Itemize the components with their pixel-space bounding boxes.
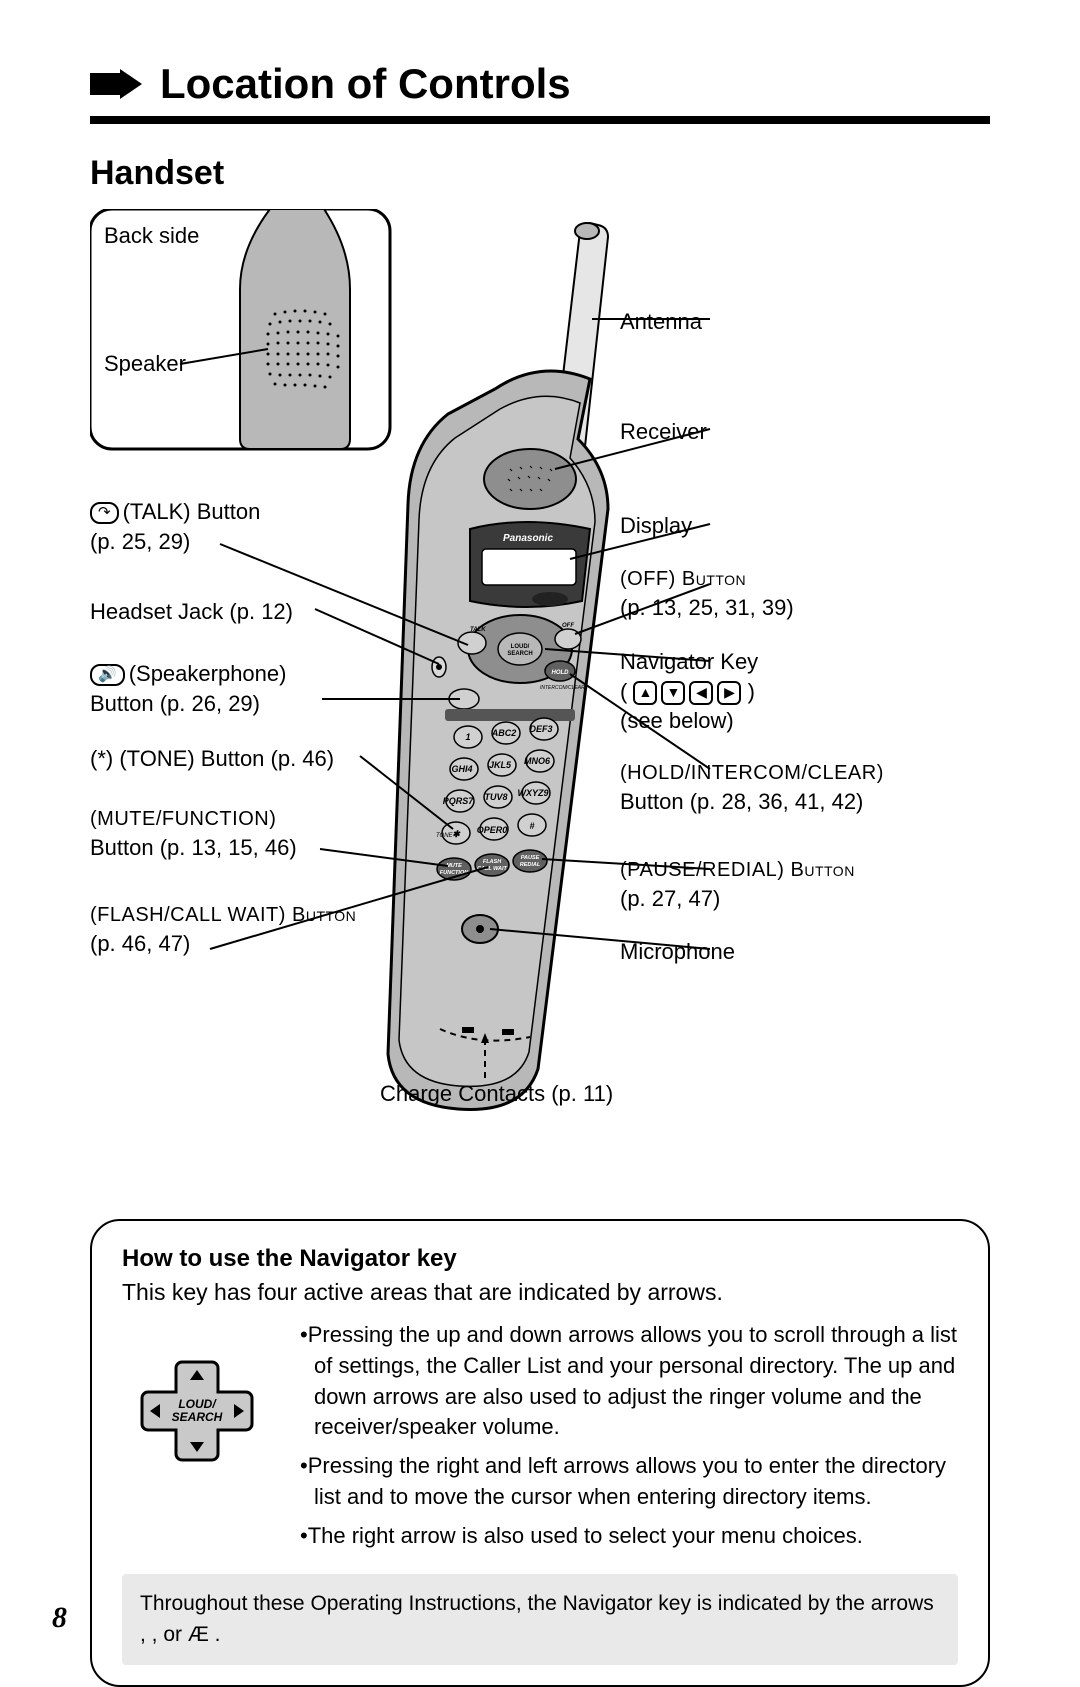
svg-text:ABC2: ABC2 (491, 728, 517, 738)
svg-text:SEARCH: SEARCH (172, 1410, 223, 1424)
nav-box-intro: This key has four active areas that are … (122, 1279, 958, 1306)
speakerphone-icon: 🔊 (90, 664, 125, 686)
label-display: Display (620, 511, 692, 541)
label-speakerphone: 🔊(Speakerphone) Button (p. 26, 29) (90, 659, 286, 718)
label-mute-l2: Button (p. 13, 15, 46) (90, 835, 297, 860)
page-title: Location of Controls (160, 60, 571, 108)
label-antenna: Antenna (620, 307, 702, 337)
talk-icon: ↷ (90, 502, 119, 524)
svg-text:OFF: OFF (562, 623, 574, 629)
svg-text:PAUSE: PAUSE (521, 855, 540, 861)
svg-text:OPER0: OPER0 (477, 825, 508, 835)
svg-text:LOUD/: LOUD/ (178, 1397, 217, 1411)
label-nav-l3: (see below) (620, 708, 734, 733)
label-talk-button: ↷(TALK) Button (p. 25, 29) (90, 497, 260, 556)
nav-bullet-1: •Pressing the up and down arrows allows … (300, 1320, 958, 1443)
title-rule (90, 116, 990, 124)
svg-text:INTERCOM/CLEAR: INTERCOM/CLEAR (540, 685, 585, 691)
navigator-key-box: How to use the Navigator key This key ha… (90, 1219, 990, 1687)
label-flash-l2: (p. 46, 47) (90, 931, 190, 956)
label-talk-l2: (p. 25, 29) (90, 529, 190, 554)
page-number: 8 (52, 1601, 67, 1635)
svg-text:WXYZ9: WXYZ9 (517, 788, 548, 798)
label-nav-open: ( (620, 679, 627, 704)
label-mute-func: (MUTE/FUNCTION) Button (p. 13, 15, 46) (90, 803, 297, 863)
label-off-l1: (OFF) Button (620, 568, 746, 590)
svg-text:MNO6: MNO6 (524, 756, 551, 766)
label-sp-l1: (Speakerphone) (129, 661, 287, 686)
title-row: Location of Controls (90, 60, 990, 108)
svg-text:GHI4: GHI4 (451, 764, 472, 774)
svg-text:MUTE: MUTE (446, 863, 462, 869)
nav-note: Throughout these Operating Instructions,… (122, 1574, 958, 1665)
label-off-button: (OFF) Button (p. 13, 25, 31, 39) (620, 563, 794, 623)
svg-text:TALK: TALK (470, 627, 486, 633)
label-hold-l1: (HOLD/INTERCOM/CLEAR) (620, 762, 884, 784)
label-flash-call: (FLASH/CALL WAIT) Button (p. 46, 47) (90, 899, 356, 959)
label-back-side: Back side (104, 221, 199, 251)
label-speaker: Speaker (104, 349, 186, 379)
svg-text:LOUD/: LOUD/ (511, 644, 530, 650)
label-sp-l2: Button (p. 26, 29) (90, 691, 260, 716)
label-headset-jack: Headset Jack (p. 12) (90, 597, 293, 627)
label-pause-redial: (PAUSE/REDIAL) Button (p. 27, 47) (620, 854, 855, 914)
label-charge-contacts: Charge Contacts (p. 11) (380, 1079, 613, 1109)
label-pause-l2: (p. 27, 47) (620, 886, 720, 911)
label-hold-intercom: (HOLD/INTERCOM/CLEAR) Button (p. 28, 36,… (620, 757, 884, 817)
title-arrow-icon (90, 69, 142, 99)
label-mute-l1: (MUTE/FUNCTION) (90, 808, 276, 830)
nav-box-title: How to use the Navigator key (122, 1245, 958, 1273)
navigator-key-icon: LOUD/ SEARCH (122, 1320, 272, 1466)
svg-text:PQRS7: PQRS7 (443, 796, 475, 806)
nav-bullet-2: •Pressing the right and left arrows allo… (300, 1451, 958, 1513)
nav-arrow-icons: ▲▼◀▶ (633, 681, 741, 705)
svg-text:HOLD: HOLD (552, 670, 570, 676)
handset-diagram: Panasonic LOUD/ SEARCH TALK OFF HOLD INT… (90, 209, 990, 1209)
label-off-l2: (p. 13, 25, 31, 39) (620, 595, 794, 620)
label-receiver: Receiver (620, 417, 707, 447)
svg-text:FLASH: FLASH (483, 859, 502, 865)
section-title: Handset (90, 154, 990, 193)
label-microphone: Microphone (620, 937, 735, 967)
label-pause-l1: (PAUSE/REDIAL) Button (620, 859, 855, 881)
svg-text:SEARCH: SEARCH (507, 651, 532, 657)
label-talk-l1: (TALK) Button (123, 499, 261, 524)
label-tone-button: (*) (TONE) Button (p. 46) (90, 744, 334, 774)
svg-text:TUV8: TUV8 (484, 792, 507, 802)
label-flash-l1: (FLASH/CALL WAIT) Button (90, 904, 356, 926)
label-nav-l1: Navigator Key (620, 649, 758, 674)
label-navigator-key: Navigator Key ( ▲▼◀▶ ) (see below) (620, 647, 758, 736)
svg-text:Panasonic: Panasonic (503, 533, 553, 544)
nav-bullet-3: •The right arrow is also used to select … (300, 1521, 958, 1552)
svg-text:TONE: TONE (436, 833, 454, 839)
svg-text:REDIAL: REDIAL (520, 862, 541, 868)
nav-bullets: •Pressing the up and down arrows allows … (300, 1320, 958, 1560)
svg-text:#: # (529, 821, 534, 831)
svg-text:DEF3: DEF3 (529, 724, 552, 734)
label-hold-l2: Button (p. 28, 36, 41, 42) (620, 789, 863, 814)
label-nav-close: ) (748, 679, 755, 704)
svg-text:1: 1 (465, 732, 470, 742)
svg-text:JKL5: JKL5 (489, 760, 512, 770)
